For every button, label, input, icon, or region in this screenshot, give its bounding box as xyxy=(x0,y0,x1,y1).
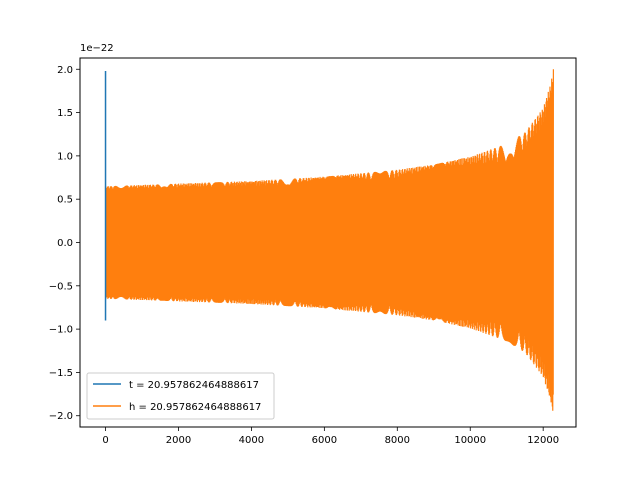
legend-box xyxy=(86,372,275,420)
x-tick-label: 10000 xyxy=(454,435,486,446)
series-h-path xyxy=(104,69,554,411)
x-tick-label: 8000 xyxy=(385,435,410,446)
series-h-line xyxy=(104,69,554,411)
x-tick-label: 2000 xyxy=(166,435,191,446)
legend-label-h: h = 20.957862464888617 xyxy=(129,402,261,413)
x-tick-label: 0 xyxy=(102,435,108,446)
y-tick-label: −2.0 xyxy=(49,411,73,422)
y-tick-label: 2.0 xyxy=(57,65,73,76)
y-tick-label: −1.5 xyxy=(49,368,73,379)
x-axis: 0 2000 4000 6000 8000 10000 12000 xyxy=(102,427,559,446)
x-tick-label: 4000 xyxy=(239,435,264,446)
y-tick-label: 0.0 xyxy=(57,238,73,249)
x-tick-label: 6000 xyxy=(312,435,337,446)
legend: t = 20.957862464888617 h = 20.9578624648… xyxy=(86,372,275,420)
legend-label-t: t = 20.957862464888617 xyxy=(129,380,259,391)
x-tick-label: 12000 xyxy=(527,435,559,446)
y-axis: 2.0 1.5 1.0 0.5 0.0 −0.5 −1.0 −1.5 −2.0 xyxy=(49,65,80,422)
y-tick-label: −1.0 xyxy=(49,325,73,336)
y-tick-label: 0.5 xyxy=(57,195,73,206)
y-tick-label: 1.0 xyxy=(57,151,73,162)
y-tick-label: 1.5 xyxy=(57,108,73,119)
y-offset-label: 1e−22 xyxy=(80,43,114,54)
y-tick-label: −0.5 xyxy=(49,281,73,292)
